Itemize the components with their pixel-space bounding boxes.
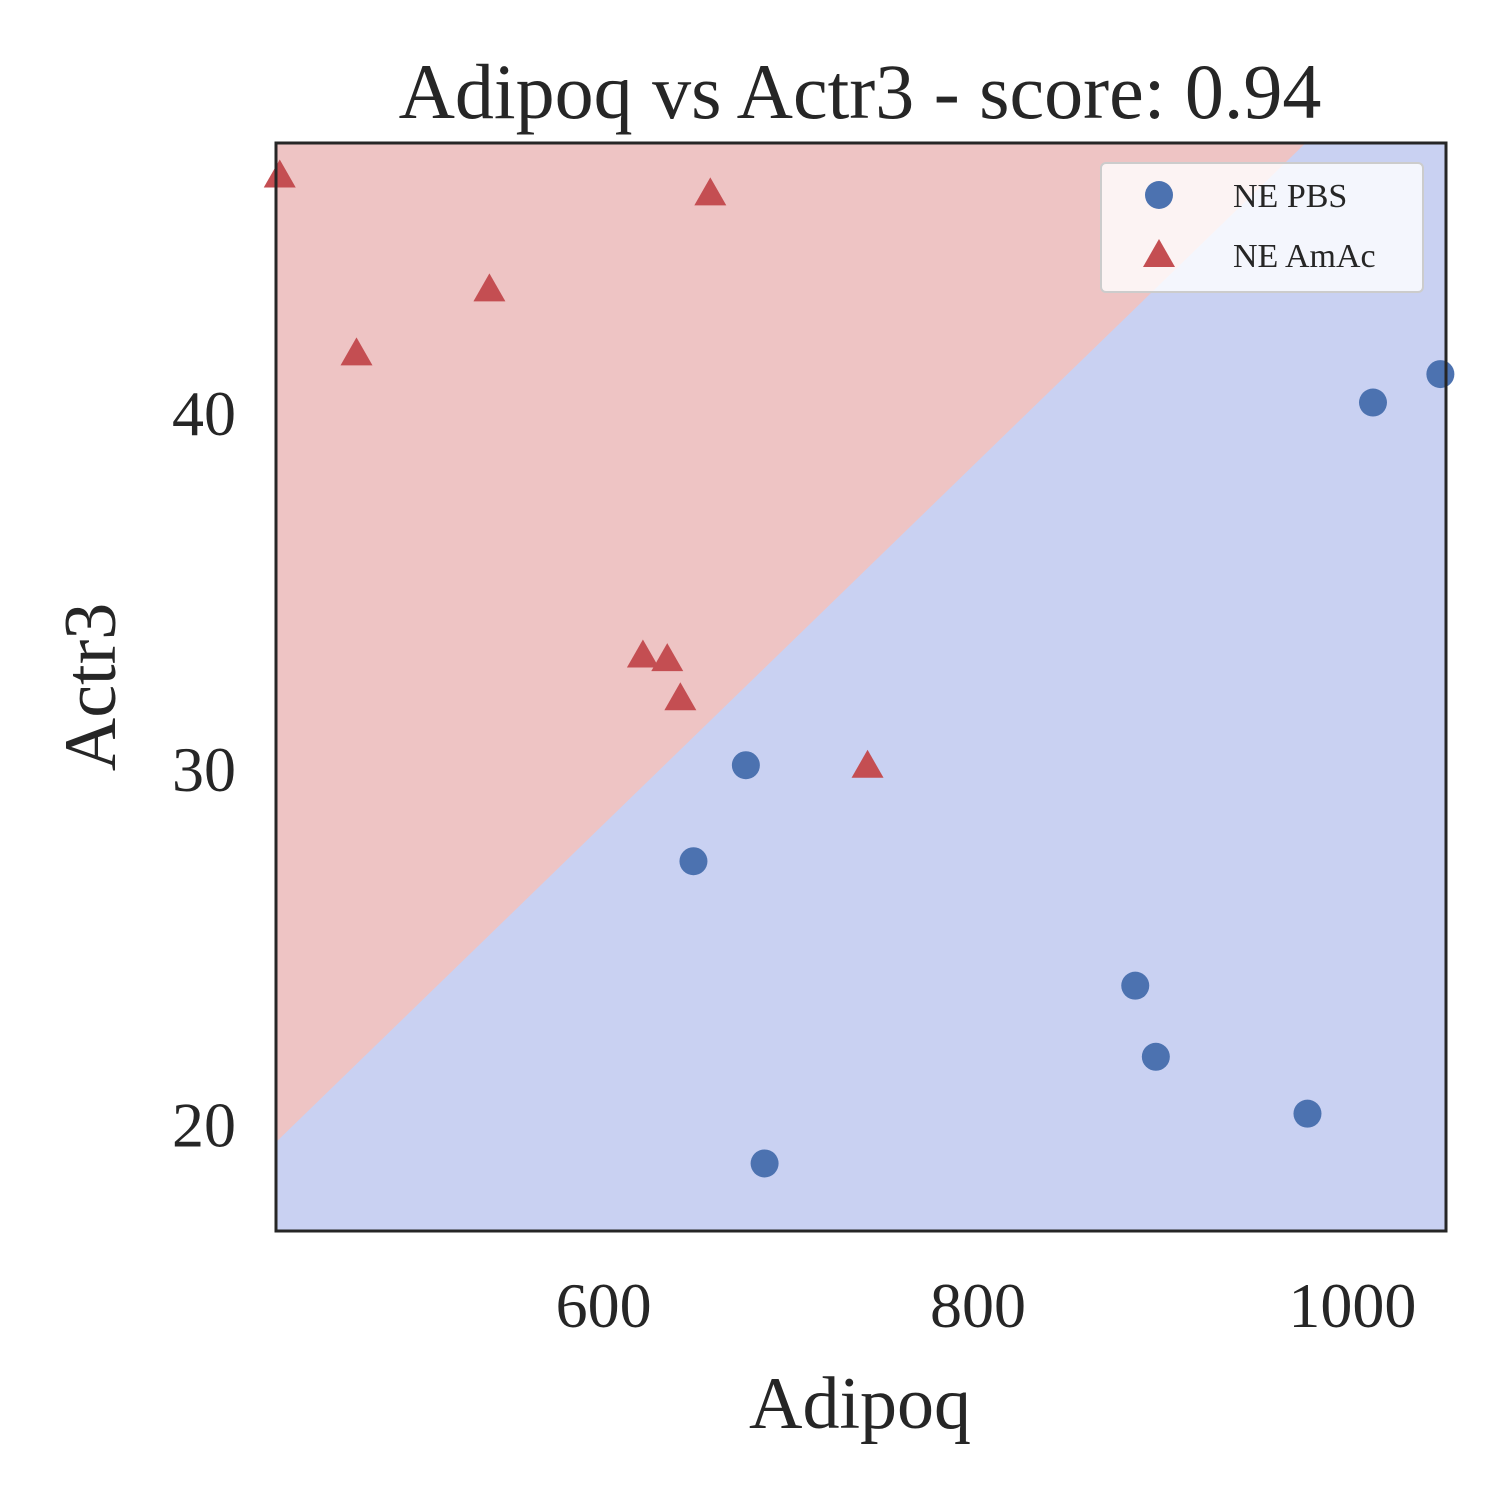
data-point-ne-pbs bbox=[1426, 360, 1455, 389]
data-point-ne-pbs bbox=[1293, 1099, 1322, 1128]
data-point-ne-amac bbox=[473, 273, 506, 302]
data-point-ne-pbs bbox=[731, 751, 760, 780]
legend: NE PBS NE AmAc bbox=[1100, 162, 1424, 293]
legend-label-ne-pbs: NE PBS bbox=[1233, 178, 1347, 215]
data-points bbox=[263, 159, 1455, 1178]
x-tick-label: 600 bbox=[556, 1270, 652, 1341]
chart-title: Adipoq vs Actr3 - score: 0.94 bbox=[399, 48, 1322, 135]
legend-marker-ne-pbs bbox=[1145, 181, 1173, 209]
region-ne-amac bbox=[276, 143, 1306, 1143]
x-tick-label: 1000 bbox=[1288, 1270, 1416, 1341]
x-axis-label: Adipoq bbox=[749, 1363, 971, 1445]
data-point-ne-pbs bbox=[1141, 1042, 1170, 1071]
data-point-ne-pbs bbox=[750, 1149, 779, 1178]
y-axis-label: Actr3 bbox=[50, 603, 132, 772]
data-point-ne-amac bbox=[664, 682, 697, 711]
y-tick-label: 30 bbox=[172, 734, 236, 805]
legend-marker-ne-amac bbox=[1143, 239, 1175, 267]
data-point-ne-amac bbox=[851, 749, 884, 778]
y-tick-label: 20 bbox=[172, 1089, 236, 1160]
decision-regions bbox=[276, 143, 1446, 1231]
y-axis-ticks: 20 30 40 bbox=[172, 378, 236, 1160]
data-point-ne-pbs bbox=[1358, 388, 1387, 417]
legend-label-ne-amac: NE AmAc bbox=[1233, 238, 1376, 275]
legend-box bbox=[1100, 162, 1424, 293]
data-point-ne-amac bbox=[263, 159, 296, 188]
data-point-ne-amac bbox=[694, 177, 727, 206]
data-point-ne-amac bbox=[340, 337, 373, 366]
data-point-ne-pbs bbox=[1121, 971, 1150, 1000]
y-tick-label: 40 bbox=[172, 378, 236, 449]
x-axis-ticks: 600 800 1000 bbox=[556, 1270, 1417, 1341]
x-tick-label: 800 bbox=[930, 1270, 1026, 1341]
data-point-ne-pbs bbox=[679, 847, 708, 876]
data-point-ne-amac bbox=[651, 643, 684, 672]
data-point-ne-amac bbox=[626, 639, 659, 668]
plot-frame bbox=[274, 141, 1448, 1233]
